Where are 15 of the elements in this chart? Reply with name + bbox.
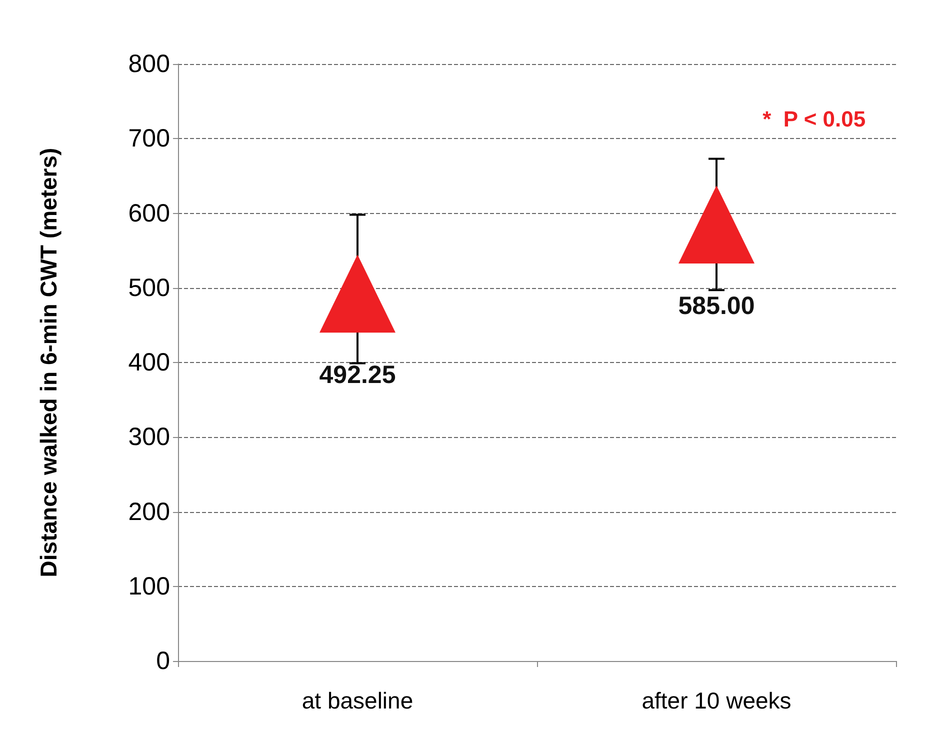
data-label: 492.25 (319, 361, 396, 390)
y-tick-label: 400 (128, 348, 170, 376)
annotation: * P < 0.05 (762, 106, 866, 132)
y-tick-label: 700 (128, 124, 170, 153)
y-tick-label: 500 (128, 274, 170, 302)
y-tick-label: 100 (128, 572, 170, 600)
data-label: 585.00 (678, 292, 755, 320)
x-tick-label: after 10 weeks (642, 688, 792, 714)
x-tick-label: at baseline (302, 688, 414, 714)
y-tick-label: 600 (128, 199, 170, 228)
y-tick-label: 300 (128, 423, 170, 452)
y-tick-label: 0 (156, 647, 170, 675)
y-tick-label: 200 (128, 498, 170, 526)
y-tick-label: 800 (128, 50, 170, 78)
y-axis-title: Distance walked in 6-min CWT (meters) (36, 148, 62, 578)
